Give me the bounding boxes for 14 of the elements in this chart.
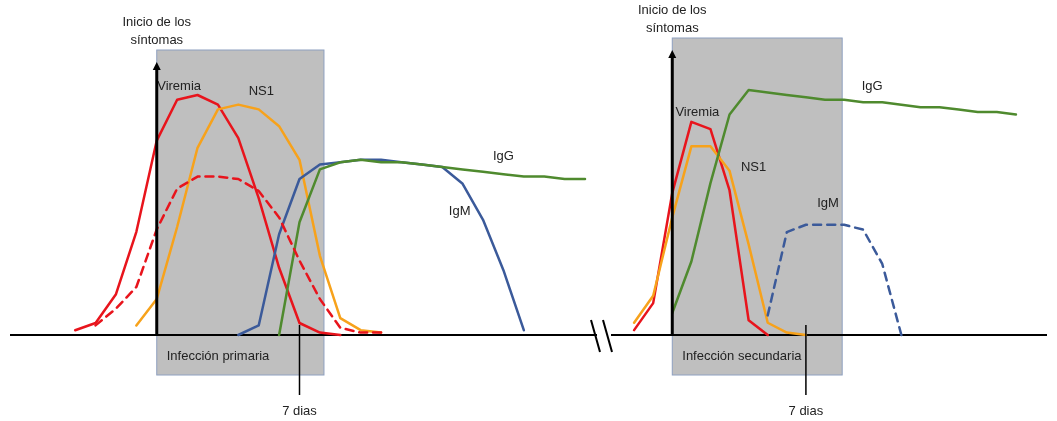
series-label: IgM [817,194,839,210]
series-label: IgM [448,202,471,218]
text: Inicio de los síntomas [122,14,192,47]
series-label: Viremia [157,77,202,93]
series-label: Viremia [675,103,721,119]
series-label: NS1 [740,158,767,174]
series-label: NS1 [248,82,274,98]
series-label: IgG [492,148,514,164]
text: Infección secundaria [682,348,803,363]
series-label: IgG [861,78,883,94]
text: 7 dias [788,403,824,418]
text: Infección primaria [166,348,271,363]
text: Inicio de los síntomas [637,2,708,35]
text: 7 dias [282,403,318,418]
